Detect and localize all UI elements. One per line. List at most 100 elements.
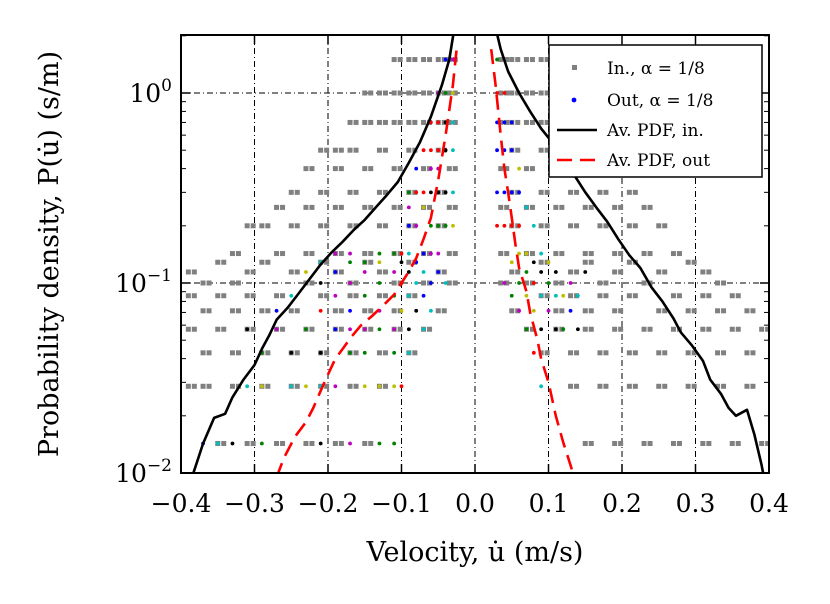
in-point	[504, 90, 510, 96]
in-point	[529, 119, 535, 125]
in-point	[303, 166, 309, 172]
in-point	[250, 326, 256, 332]
legend: In., α = 1/8 Out, α = 1/8 Av. PDF, in. Av. …	[548, 44, 763, 178]
in-point	[597, 383, 603, 389]
out-point	[524, 205, 529, 210]
out-point	[348, 260, 352, 265]
out-point	[495, 91, 499, 95]
in-point	[597, 280, 603, 286]
out-point	[289, 384, 294, 389]
in-point	[309, 251, 315, 257]
in-point	[318, 293, 324, 299]
out-point	[436, 223, 441, 228]
in-point	[265, 350, 271, 356]
in-point	[347, 293, 353, 299]
in-point	[504, 280, 510, 286]
series-line-2	[192, 35, 765, 473]
in-point	[244, 269, 250, 275]
in-point	[368, 119, 374, 125]
out-point	[429, 190, 433, 195]
in-point	[303, 204, 309, 210]
out-point	[318, 350, 323, 355]
out-point	[392, 384, 397, 389]
out-point	[304, 270, 308, 274]
out-point	[576, 327, 580, 332]
in-point	[706, 293, 712, 299]
in-point	[406, 147, 412, 153]
in-point	[318, 223, 324, 229]
in-point	[656, 350, 662, 356]
in-point	[700, 293, 706, 299]
in-point	[509, 308, 515, 314]
in-point	[368, 90, 374, 96]
in-point	[427, 326, 433, 332]
in-point	[274, 251, 280, 257]
in-point	[397, 204, 403, 210]
out-point	[348, 308, 352, 313]
out-point	[274, 327, 279, 332]
in-point	[750, 350, 756, 356]
out-point	[245, 327, 250, 332]
x-tick-label: 0.0	[455, 489, 495, 518]
in-point	[574, 383, 580, 389]
out-point	[451, 120, 455, 125]
in-point	[376, 350, 382, 356]
in-point	[235, 350, 241, 356]
in-point	[597, 350, 603, 356]
in-point	[618, 204, 624, 210]
out-point	[377, 281, 382, 285]
in-point	[376, 119, 382, 125]
out-point	[348, 327, 352, 332]
in-point	[362, 251, 368, 257]
in-point	[427, 90, 433, 96]
in-point	[765, 440, 769, 446]
in-point	[588, 259, 594, 265]
in-point	[250, 440, 256, 446]
in-point	[259, 308, 265, 314]
in-point	[391, 166, 397, 172]
in-point	[626, 293, 632, 299]
out-point	[304, 384, 308, 389]
out-point	[436, 270, 441, 274]
out-point	[414, 223, 419, 228]
in-point	[498, 119, 504, 125]
out-point	[561, 327, 566, 332]
out-point	[392, 327, 397, 332]
out-point	[377, 327, 382, 332]
in-point	[446, 251, 452, 257]
in-point	[421, 57, 427, 63]
in-point	[498, 251, 504, 257]
in-point	[735, 440, 741, 446]
in-point	[288, 223, 294, 229]
out-point	[274, 308, 279, 313]
out-point	[502, 281, 507, 285]
in-point	[244, 223, 250, 229]
out-point	[524, 270, 529, 274]
in-point	[744, 350, 750, 356]
in-point	[538, 57, 544, 63]
in-point	[353, 293, 359, 299]
in-point	[221, 293, 227, 299]
in-point	[662, 350, 668, 356]
out-point	[421, 293, 426, 298]
in-point	[376, 223, 382, 229]
x-tick-label: 0.3	[676, 489, 716, 518]
in-point	[412, 350, 418, 356]
in-point	[332, 166, 338, 172]
in-point	[612, 269, 618, 275]
out-point	[531, 281, 536, 285]
out-point	[451, 223, 455, 228]
in-point	[259, 223, 265, 229]
in-point	[406, 259, 412, 265]
in-point	[294, 350, 300, 356]
in-point	[544, 293, 550, 299]
out-point	[333, 270, 338, 274]
out-point	[495, 57, 499, 62]
in-point	[397, 119, 403, 125]
in-point	[376, 269, 382, 275]
in-point	[421, 280, 427, 286]
in-point	[603, 189, 609, 195]
in-point	[544, 350, 550, 356]
in-point	[309, 280, 315, 286]
in-point	[700, 269, 706, 275]
